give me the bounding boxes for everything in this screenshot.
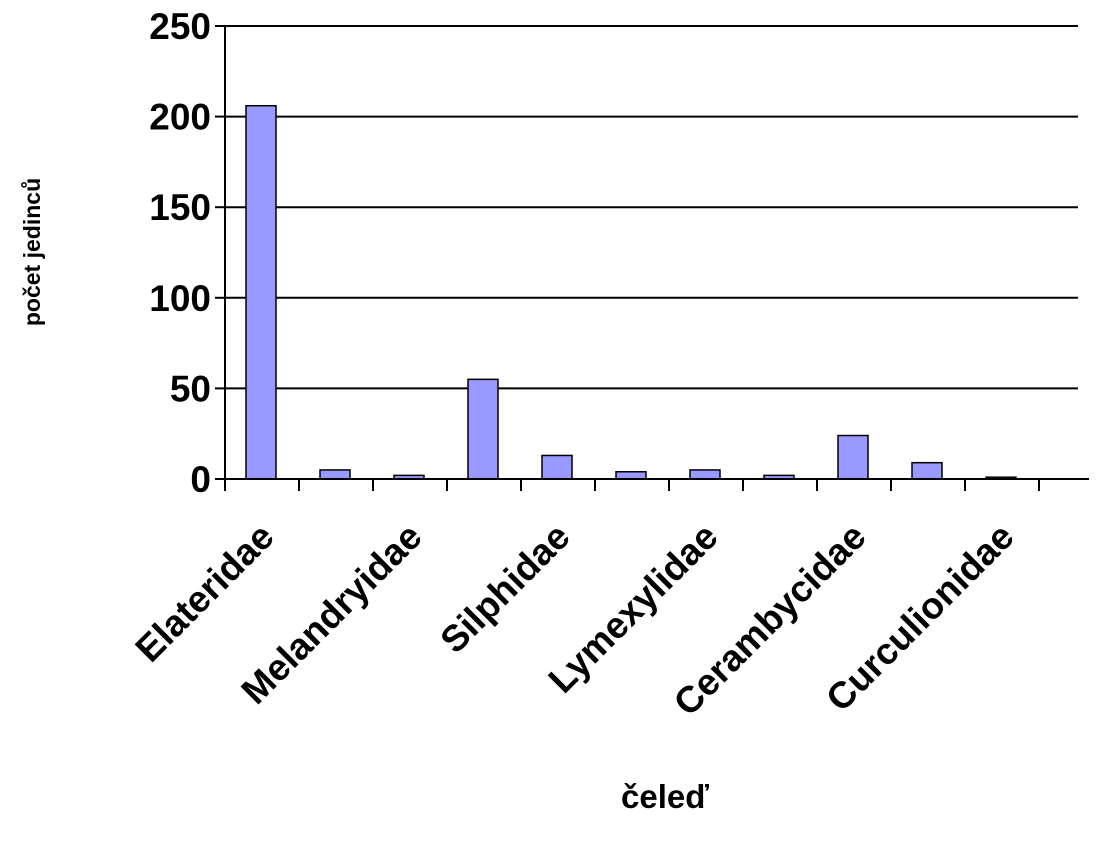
- x-axis-ticks: [224, 479, 1040, 491]
- y-tick-label: 50: [170, 368, 211, 409]
- bars: [245, 104, 1017, 480]
- y-tick-label: 250: [149, 6, 211, 47]
- y-axis-title: počet jedinců: [19, 178, 45, 326]
- bar: [541, 454, 573, 480]
- bar: [837, 434, 869, 480]
- bar: [319, 469, 351, 480]
- gridlines: [225, 25, 1078, 390]
- bar: [467, 378, 499, 480]
- bar: [911, 461, 943, 480]
- y-tick-label: 200: [149, 97, 211, 138]
- y-tick-label: 0: [190, 459, 211, 500]
- bar: [615, 471, 647, 480]
- y-tick-label: 100: [149, 278, 211, 319]
- bar: [245, 104, 277, 480]
- x-axis-title: čeleď: [621, 778, 709, 815]
- x-tick-label: Elateridae: [128, 516, 282, 670]
- y-axis-ticks: 0 50 100 150 200 250: [149, 6, 225, 500]
- axes: [224, 26, 1089, 480]
- x-tick-label: Silphidae: [432, 516, 577, 661]
- y-tick-label: 150: [149, 187, 211, 228]
- bar: [689, 469, 721, 480]
